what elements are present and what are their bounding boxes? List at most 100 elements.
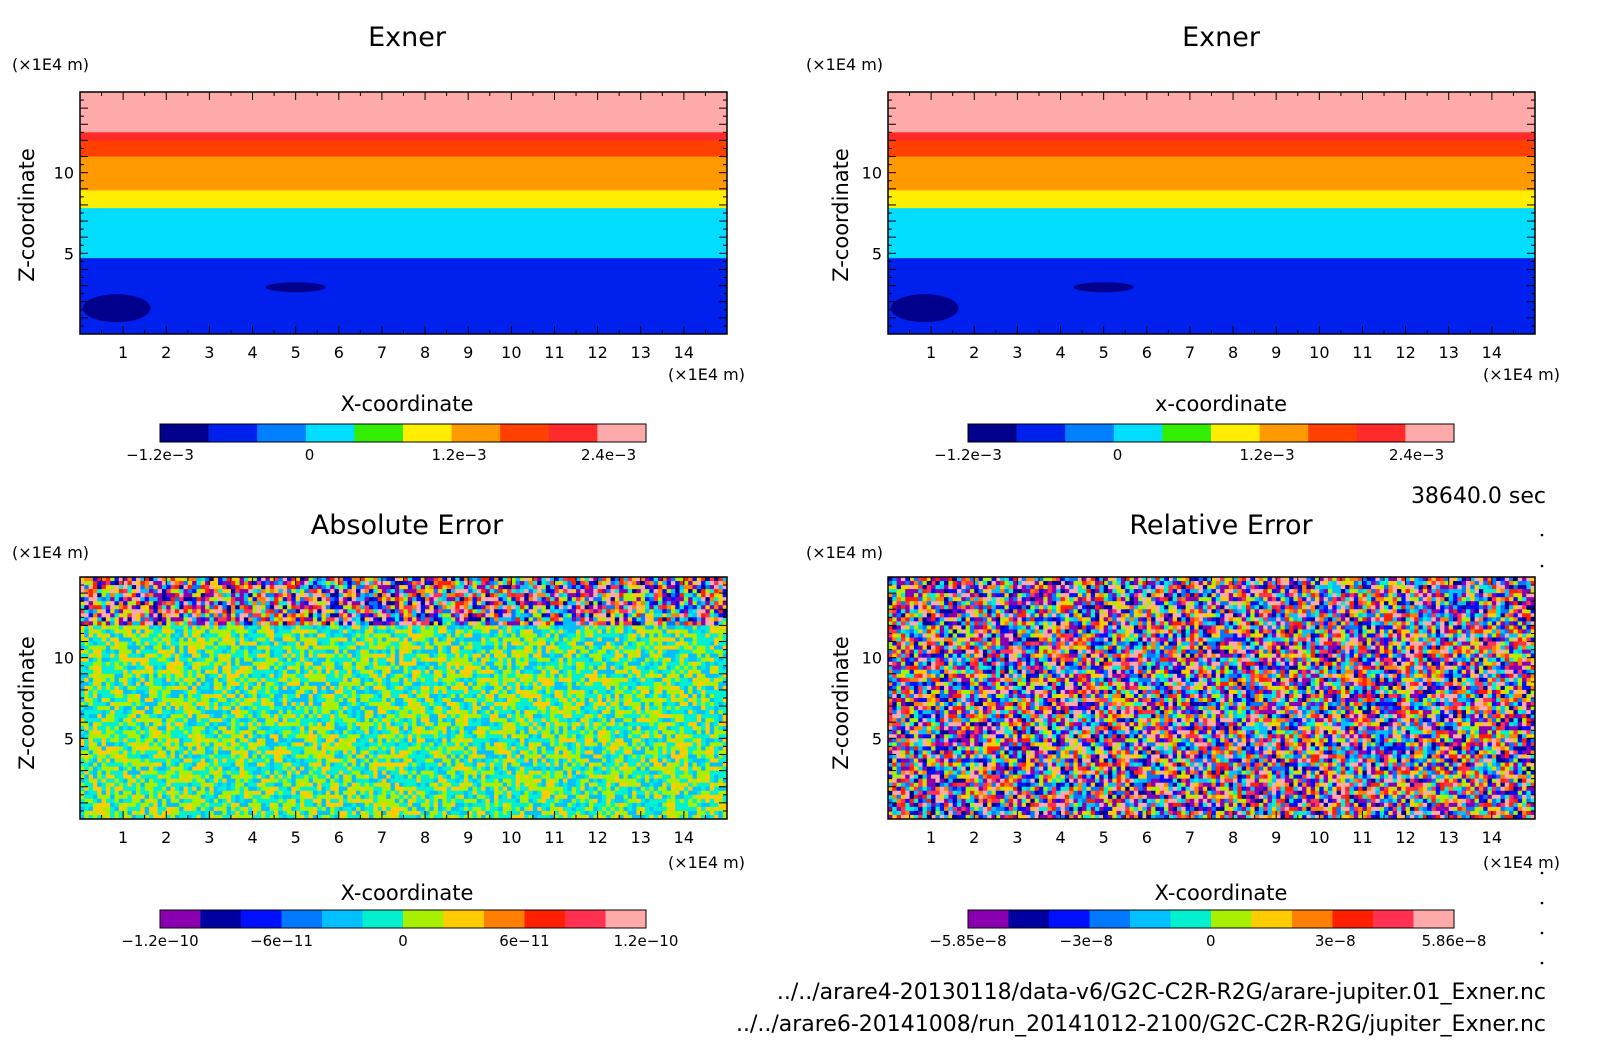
x-tick-label: 1	[118, 828, 128, 847]
x-tick-label: 6	[1142, 828, 1152, 847]
y-unit-label: (×1E4 m)	[12, 55, 89, 74]
colorbar-frame	[967, 423, 1455, 443]
x-tick-label: 9	[1271, 828, 1281, 847]
noise-field	[888, 577, 1535, 819]
contour-cell	[82, 294, 151, 323]
colorbar-swatch	[548, 424, 598, 442]
x-tick-label: 9	[463, 343, 473, 362]
colorbar-swatch	[484, 910, 525, 928]
colorbar-swatch	[1251, 910, 1293, 928]
x-tick-label: 4	[247, 828, 257, 847]
x-tick-label: 2	[161, 828, 171, 847]
y-tick-label: 5	[64, 244, 74, 263]
colorbar-frame	[159, 423, 647, 443]
colorbar-tick-label: 0	[1113, 446, 1123, 464]
y-unit-label: (×1E4 m)	[12, 543, 89, 562]
x-tick-label: 11	[544, 343, 564, 362]
x-tick-label: 11	[544, 828, 564, 847]
colorbar-tick-label: 2.4e−3	[1389, 446, 1444, 464]
colorbar-swatch	[1065, 424, 1115, 442]
colorbar-swatch	[160, 424, 209, 442]
source-file-1: ../../arare4-20130118/data-v6/G2C-C2R-R2…	[777, 980, 1546, 1005]
colorbar-swatch	[200, 910, 242, 928]
colorbar-swatch	[443, 910, 485, 928]
colorbar-swatch	[1308, 424, 1358, 442]
colorbar-swatch	[1211, 424, 1260, 442]
colorbar: −1.2e−10 −6e−11 0 6e−11 1.2e−10	[121, 909, 678, 950]
colorbar-swatch	[597, 424, 647, 442]
x-tick-label: 14	[674, 343, 694, 362]
time-label: 38640.0 sec	[1411, 484, 1546, 509]
y-tick-label: 10	[862, 649, 882, 668]
colorbar-swatch	[1089, 910, 1131, 928]
colorbar-swatch	[403, 910, 444, 928]
exner-panel-left: Exner (×1E4 m) (×1E4 m) X-coordinate Z-c…	[12, 22, 745, 464]
colorbar: −1.2e−3 0 1.2e−3 2.4e−3	[126, 423, 647, 464]
y-tick-label: 10	[54, 164, 74, 183]
panel-title: Absolute Error	[311, 510, 504, 541]
x-tick-label: 14	[1482, 343, 1502, 362]
x-unit-label: (×1E4 m)	[1483, 365, 1560, 384]
x-unit-label: (×1E4 m)	[668, 853, 745, 872]
x-tick-label: 13	[1439, 343, 1459, 362]
y-axis-label: Z-coordinate	[15, 636, 39, 770]
colorbar-swatch	[241, 910, 282, 928]
y-tick-label: 5	[872, 244, 882, 263]
exner-panel-right: Exner (×1E4 m) (×1E4 m) x-coordinate Z-c…	[806, 22, 1560, 464]
colorbar-swatch	[968, 424, 1017, 442]
x-tick-label: 14	[674, 828, 694, 847]
x-axis-label: X-coordinate	[1155, 881, 1288, 905]
panel-title: Exner	[368, 22, 447, 53]
colorbar-swatch	[1008, 910, 1050, 928]
y-axis-label: Z-coordinate	[15, 148, 39, 282]
colorbar-swatch	[281, 910, 323, 928]
colorbar-swatch	[257, 424, 307, 442]
contour-band	[888, 258, 1535, 334]
x-axis-label: X-coordinate	[341, 881, 474, 905]
y-axis-label: Z-coordinate	[829, 148, 853, 282]
colorbar-swatch	[362, 910, 404, 928]
x-tick-label: 3	[1012, 343, 1022, 362]
colorbar-swatch	[1259, 424, 1309, 442]
colorbar-frame	[967, 909, 1455, 929]
panel-title: Exner	[1182, 22, 1261, 53]
colorbar-swatch	[1016, 424, 1066, 442]
y-tick-label: 10	[54, 649, 74, 668]
x-tick-label: 10	[501, 343, 521, 362]
colorbar-tick-label: 0	[398, 932, 408, 950]
x-tick-label: 5	[291, 828, 301, 847]
x-tick-label: 7	[1185, 828, 1195, 847]
x-axis-label: X-coordinate	[341, 392, 474, 416]
colorbar-swatch	[1405, 424, 1455, 442]
x-tick-label: 8	[1228, 343, 1238, 362]
y-tick-label: 5	[872, 729, 882, 748]
colorbar-tick-label: 5.86e−8	[1422, 932, 1487, 950]
colorbar-tick-label: −5.85e−8	[929, 932, 1006, 950]
x-tick-label: 7	[377, 828, 387, 847]
colorbar-swatch	[1170, 910, 1212, 928]
colorbar-swatch	[500, 424, 550, 442]
relative-error-panel: Relative Error (×1E4 m) (×1E4 m) X-coord…	[806, 510, 1560, 950]
colorbar-swatch	[1373, 910, 1414, 928]
x-unit-label: (×1E4 m)	[1483, 853, 1560, 872]
colorbar-swatch	[1130, 910, 1171, 928]
x-tick-label: 5	[1099, 828, 1109, 847]
x-tick-label: 11	[1352, 343, 1372, 362]
colorbar-swatch	[1049, 910, 1090, 928]
x-tick-label: 6	[334, 343, 344, 362]
x-tick-label: 4	[247, 343, 257, 362]
colorbar-tick-label: 6e−11	[499, 932, 549, 950]
colorbar: −1.2e−3 0 1.2e−3 2.4e−3	[934, 423, 1455, 464]
x-tick-label: 6	[334, 828, 344, 847]
x-tick-label: 3	[204, 828, 214, 847]
x-tick-label: 7	[377, 343, 387, 362]
colorbar-swatch	[1356, 424, 1406, 442]
colorbar-swatch	[160, 910, 201, 928]
x-tick-label: 2	[969, 343, 979, 362]
colorbar-tick-label: 1.2e−3	[431, 446, 486, 464]
colorbar-swatch	[1332, 910, 1374, 928]
colorbar-swatch	[322, 910, 363, 928]
x-tick-label: 13	[631, 343, 651, 362]
